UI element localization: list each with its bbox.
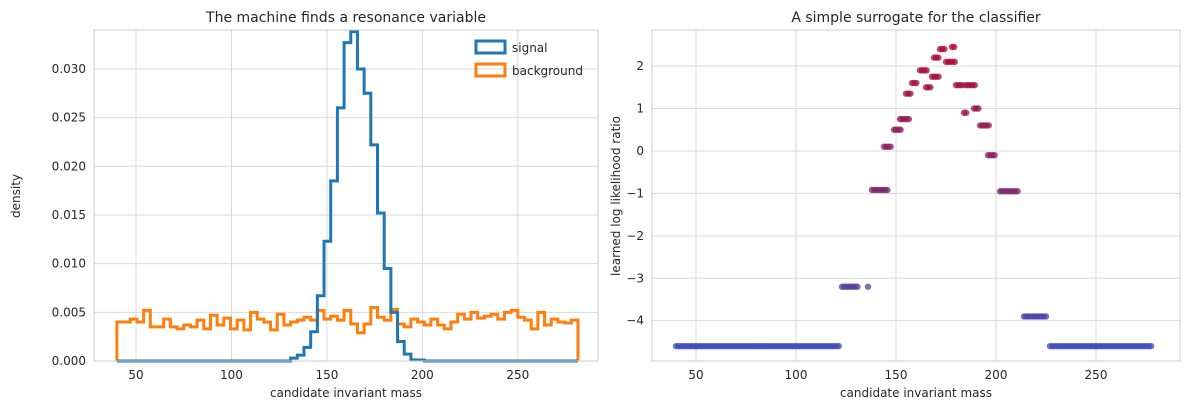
right-y-tick-label: −3	[626, 271, 644, 285]
scatter-point	[887, 143, 894, 150]
legend-label-background: background	[512, 64, 583, 78]
scatter-point	[1014, 188, 1021, 195]
scatter-point	[975, 105, 982, 112]
chart-left: 50 100 150 200 250 0.000 0.005 0.010 0.015 0.020 0…	[9, 10, 599, 400]
scatter-point	[897, 126, 904, 133]
plot-frame-right	[651, 29, 1181, 362]
y-axis-label-left: density	[9, 174, 23, 218]
chart-title-left: The machine finds a resonance variable	[205, 10, 486, 26]
left-x-tick-label: 150	[315, 368, 338, 382]
scatter-point	[1042, 313, 1050, 320]
right-y-tick-label: 2	[636, 59, 644, 73]
y-axis-label-right: learned log likelihood ratio	[609, 116, 623, 276]
right-y-tick-label: 0	[636, 144, 644, 158]
left-y-tick-label: 0.000	[52, 354, 86, 368]
left-y-tick-label: 0.025	[52, 111, 86, 125]
scatter-point	[935, 54, 942, 61]
left-y-tick-label: 0.010	[52, 257, 86, 271]
histogram-background	[115, 305, 580, 361]
legend-swatch-background	[474, 62, 507, 78]
plot-frame-left	[93, 29, 599, 362]
x-axis-label-right: candidate invariant mass	[840, 386, 992, 400]
left-x-tick-label: 100	[220, 368, 243, 382]
x-axis-label-left: candidate invariant mass	[270, 386, 422, 400]
legend-swatch-signal	[474, 39, 507, 55]
grid-right	[652, 30, 1180, 361]
scatter-point	[923, 67, 930, 74]
scatter-point	[1148, 342, 1155, 350]
scatter-point	[905, 115, 912, 123]
scatter-point	[913, 79, 920, 87]
right-y-tick-label: 1	[636, 102, 644, 116]
scatter-point	[991, 151, 998, 159]
left-x-tick-label: 50	[128, 368, 143, 382]
scatter-point	[927, 84, 934, 91]
ticks-right: 50 100 150 200 250 −4 −3 −2 −1 0 1 2	[626, 59, 1107, 382]
scatter-point	[985, 122, 992, 129]
scatter-point	[951, 43, 958, 51]
left-x-tick-label: 250	[506, 368, 529, 382]
left-y-tick-label: 0.020	[52, 159, 86, 173]
scatter-point	[884, 186, 891, 194]
right-y-tick-label: −1	[626, 186, 644, 200]
left-y-tick-label: 0.030	[52, 62, 86, 76]
grid-left	[94, 30, 598, 362]
left-x-tick-label: 200	[411, 368, 434, 382]
scatter-point	[907, 90, 914, 97]
scatter-point	[951, 58, 958, 66]
right-x-tick-label: 100	[785, 368, 808, 382]
right-y-tick-label: −4	[626, 314, 644, 328]
legend: signal background	[474, 39, 583, 78]
legend-label-signal: signal	[512, 41, 548, 55]
ticks-left: 50 100 150 200 250 0.000 0.005 0.010 0.015 0.020 0…	[52, 62, 530, 382]
plot-area-left	[94, 30, 598, 361]
right-x-tick-label: 150	[885, 368, 908, 382]
scatter-point	[971, 81, 978, 89]
right-y-tick-label: −2	[626, 229, 644, 243]
chart-title-right: A simple surrogate for the classifier	[791, 10, 1041, 26]
scatter-point	[835, 342, 842, 350]
chart-right: 50 100 150 200 250 −4 −3 −2 −1 0 1 2 A simple surro…	[609, 10, 1181, 400]
right-x-tick-label: 200	[985, 368, 1008, 382]
plot-area-right	[652, 30, 1180, 361]
scatter-point	[941, 45, 948, 53]
scatter-point	[963, 109, 970, 116]
right-x-tick-label: 50	[688, 368, 703, 382]
scatter-point	[935, 73, 942, 80]
left-y-tick-label: 0.015	[52, 208, 86, 222]
series-right	[672, 43, 1155, 350]
scatter-point	[854, 283, 861, 290]
left-y-tick-label: 0.005	[52, 305, 86, 319]
right-x-tick-label: 250	[1085, 368, 1108, 382]
scatter-point	[864, 283, 872, 290]
